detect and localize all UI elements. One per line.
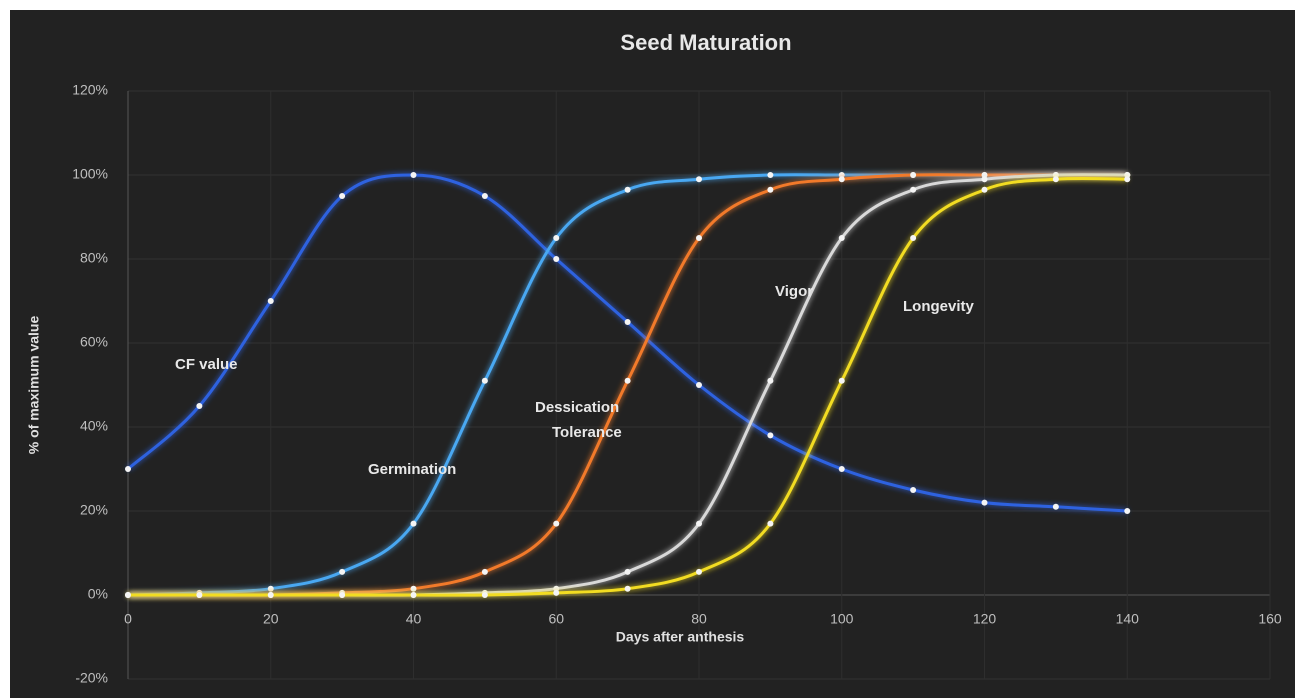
data-point: [696, 382, 702, 388]
data-point: [410, 585, 417, 592]
data-point: [553, 520, 560, 527]
data-point: [553, 589, 560, 596]
data-point: [910, 487, 917, 493]
x-tick-label: 160: [1258, 611, 1282, 627]
x-tick-label: 80: [691, 611, 707, 627]
data-point: [838, 235, 845, 241]
data-point: [910, 186, 917, 193]
data-point: [410, 592, 417, 598]
data-point: [624, 568, 631, 575]
x-tick-label: 140: [1116, 611, 1140, 627]
data-point: [1052, 172, 1059, 178]
data-point: [196, 592, 203, 598]
grid: -20% 0% 20% 40% 60% 80% 100% 120% 0 20 40 60 80 100 12…: [72, 82, 1282, 686]
data-point: [339, 592, 346, 598]
x-tick-label: 60: [548, 611, 564, 627]
data-point: [767, 520, 774, 527]
y-tick-label: 60%: [80, 334, 108, 350]
data-point: [696, 568, 702, 575]
series-line: [127, 173, 1128, 513]
data-point: [553, 256, 560, 262]
data-point: [838, 466, 845, 472]
data-point: [1052, 503, 1059, 510]
data-point: [838, 176, 845, 183]
annotation: Dessication: [535, 399, 619, 416]
annotation: Tolerance: [552, 424, 622, 441]
data-point: [981, 499, 988, 506]
data-point: [767, 186, 774, 193]
data-point: [624, 377, 631, 384]
data-point: [696, 176, 702, 183]
lines: [125, 172, 1131, 598]
annotation: Vigor: [775, 283, 813, 300]
data-point: [481, 193, 488, 199]
data-point: [196, 403, 203, 409]
data-point: [339, 193, 346, 199]
data-point: [696, 520, 702, 527]
chart-title: Seed Maturation: [620, 30, 791, 55]
data-point: [1124, 176, 1131, 183]
data-point: [481, 377, 488, 384]
x-tick-label: 40: [406, 611, 422, 627]
data-point: [624, 585, 631, 592]
data-point: [1052, 176, 1059, 183]
annotation: Germination: [368, 461, 456, 478]
data-point: [910, 172, 917, 178]
x-axis-label: Days after anthesis: [616, 629, 745, 645]
annotation: CF value: [175, 356, 238, 373]
y-tick-label: -20%: [75, 670, 108, 686]
data-point: [981, 176, 988, 183]
data-point: [267, 585, 274, 592]
data-point: [838, 377, 845, 384]
data-point: [267, 592, 274, 598]
data-point: [481, 568, 488, 575]
data-point: [410, 520, 417, 527]
data-point: [910, 235, 917, 241]
data-point: [767, 432, 774, 439]
series-line: [128, 176, 1128, 597]
data-point: [981, 186, 988, 193]
y-tick-label: 0%: [88, 586, 108, 602]
data-point: [267, 298, 274, 304]
y-tick-label: 20%: [80, 502, 108, 518]
data-point: [624, 186, 631, 193]
data-point: [125, 592, 131, 598]
data-point: [339, 568, 346, 575]
data-point: [1124, 508, 1131, 514]
data-point: [553, 585, 560, 592]
data-point: [767, 377, 774, 384]
data-point: [767, 172, 774, 178]
y-axis-label: % of maximum value: [26, 316, 42, 455]
x-tick-label: 120: [973, 611, 997, 627]
data-point: [125, 466, 131, 472]
x-tick-label: 20: [263, 611, 279, 627]
data-point: [410, 172, 417, 178]
data-point: [696, 235, 702, 241]
y-tick-label: 100%: [72, 166, 108, 182]
data-point: [838, 172, 845, 178]
x-tick-label: 0: [124, 611, 132, 627]
data-point: [981, 172, 988, 178]
y-tick-label: 120%: [72, 82, 108, 98]
data-point: [624, 319, 631, 325]
x-tick-label: 100: [830, 611, 854, 627]
y-tick-label: 80%: [80, 250, 108, 266]
annotation: Longevity: [903, 298, 974, 315]
y-tick-label: 40%: [80, 418, 108, 434]
chart-background: [10, 10, 1295, 698]
data-point: [481, 592, 488, 598]
data-point: [1124, 172, 1131, 178]
data-point: [553, 235, 560, 241]
